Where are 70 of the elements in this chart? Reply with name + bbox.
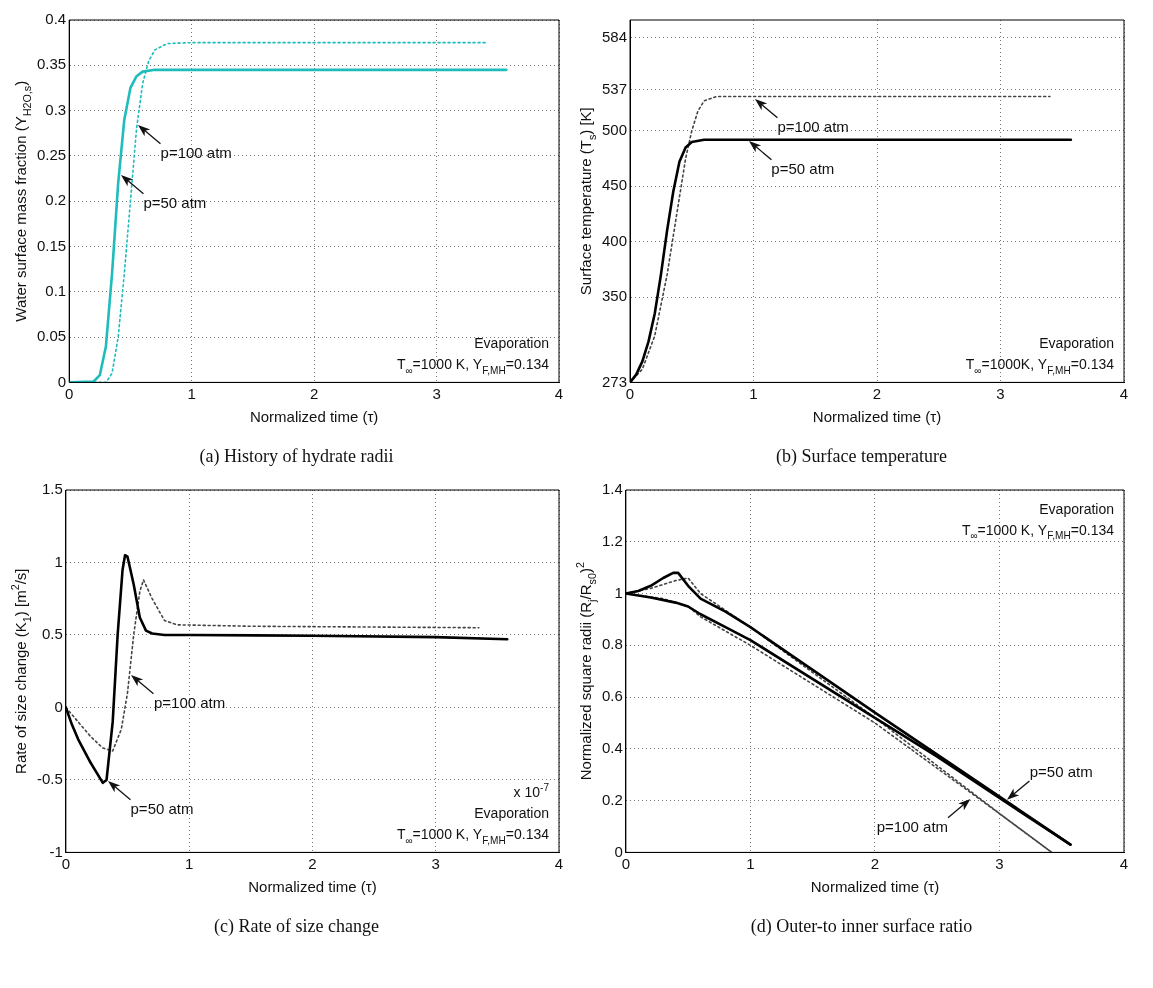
text: (d) Outer-to inner surface ratio <box>750 915 973 937</box>
annotation: Evaporation <box>1039 501 1114 517</box>
x-tick-label: 2 <box>309 384 319 402</box>
x-axis-title: Normalized time (τ) <box>248 877 377 895</box>
x-tick-label: 4 <box>1119 384 1129 402</box>
y-tick-label: 400 <box>602 231 628 249</box>
text: (c) Rate of size change <box>214 915 379 937</box>
text: (a) History of hydrate radii <box>199 445 394 467</box>
y-tick-label: 0.1 <box>45 281 67 299</box>
annotation: p=50 atm <box>771 159 835 177</box>
y-axis-title: Normalized square radii (Rj/Rs0)2 <box>574 562 598 781</box>
y-tick-label: 0.25 <box>36 146 67 164</box>
annotation: p=100 atm <box>153 694 226 712</box>
y-tick-label: 0.05 <box>36 327 67 345</box>
x-tick-label: 3 <box>995 854 1004 872</box>
annotation: p=100 atm <box>160 144 232 162</box>
x-tick-label: 1 <box>187 384 196 402</box>
annotation: p=100 atm <box>777 117 849 135</box>
text: (b) Surface temperature <box>776 445 947 467</box>
y-tick-label: 0.4 <box>601 739 623 756</box>
x-axis-title: Normalized time (τ) <box>812 407 942 425</box>
y-tick-label: -0.5 <box>36 770 63 788</box>
annotation: p=50 atm <box>130 799 194 817</box>
y-tick-label: 0 <box>614 842 623 860</box>
y-tick-label: 1.5 <box>41 480 63 498</box>
x-tick-label: 2 <box>870 854 880 872</box>
x-axis-title: Normalized time (τ) <box>810 877 940 895</box>
y-tick-label: 273 <box>602 372 628 390</box>
y-tick-label: 537 <box>602 79 628 97</box>
x-tick-label: 3 <box>431 854 440 872</box>
y-tick-label: -1 <box>49 842 63 860</box>
x-tick-label: 1 <box>746 854 755 872</box>
annotation: p=100 atm <box>876 818 949 836</box>
y-tick-label: 1.4 <box>601 480 623 498</box>
y-tick-label: 0.4 <box>45 10 67 28</box>
y-tick-label: 1 <box>614 583 623 601</box>
y-tick-label: 500 <box>602 120 628 138</box>
y-tick-label: 0.3 <box>45 100 67 118</box>
annotation: p=50 atm <box>1029 762 1093 780</box>
x-tick-label: 3 <box>996 384 1005 402</box>
annotation: Evaporation <box>474 805 549 822</box>
annotation: Evaporation <box>1039 335 1114 352</box>
y-axis-title: Rate of size change (K1) [m2/s] <box>9 568 33 774</box>
x-tick-label: 4 <box>1119 854 1129 872</box>
annotation: p=50 atm <box>143 194 207 212</box>
y-tick-label: 0.2 <box>601 790 623 808</box>
y-tick-label: 0 <box>54 697 63 715</box>
y-axis-title: Water surface mass fraction (YH2O,s) <box>12 80 33 322</box>
y-tick-label: 0.2 <box>45 191 67 209</box>
x-tick-label: 3 <box>432 384 441 402</box>
y-tick-label: 0.35 <box>36 55 67 73</box>
y-tick-label: 0.8 <box>601 635 623 653</box>
x-tick-label: 1 <box>184 854 194 872</box>
y-tick-label: 1.2 <box>601 531 623 549</box>
y-tick-label: 350 <box>602 287 628 305</box>
y-tick-label: 0.15 <box>36 236 67 254</box>
y-tick-label: 584 <box>602 27 628 45</box>
y-tick-label: 1 <box>54 552 63 570</box>
x-tick-label: 2 <box>872 384 882 402</box>
y-tick-label: 0 <box>57 372 67 390</box>
x-tick-label: 2 <box>308 854 317 872</box>
y-tick-label: 450 <box>602 176 628 194</box>
x-tick-label: 1 <box>749 384 758 402</box>
x-tick-label: 4 <box>554 384 564 402</box>
y-axis-title: Surface temperature (Ts) [K] <box>577 107 598 296</box>
y-tick-label: 0.6 <box>601 687 623 705</box>
x-axis-title: Normalized time (τ) <box>249 407 379 425</box>
annotation: Evaporation <box>474 335 549 352</box>
y-tick-label: 0.5 <box>41 625 63 643</box>
x-tick-label: 4 <box>554 854 564 872</box>
